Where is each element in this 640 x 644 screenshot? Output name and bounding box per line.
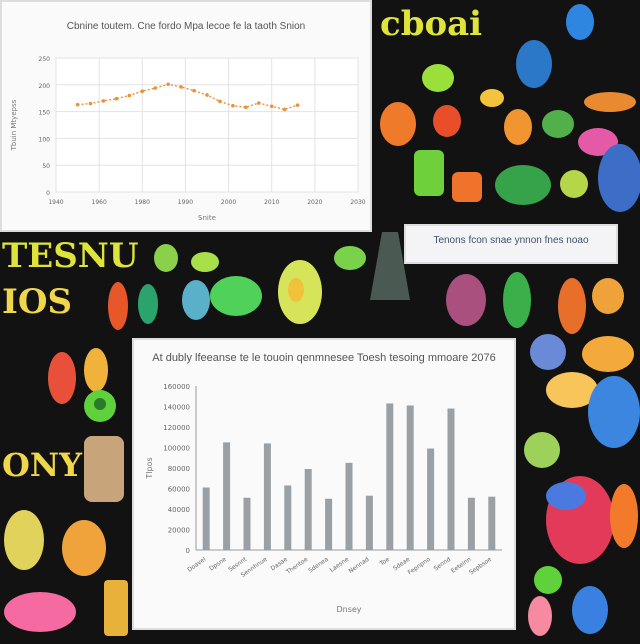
data-point [192, 88, 196, 93]
bar [243, 497, 251, 550]
bar [488, 496, 496, 550]
fruit-shape [560, 170, 588, 198]
x-tick-label: 1940 [48, 199, 63, 206]
seed-shape [504, 109, 532, 145]
caption-box: Tenons fcon snae ynnon fnes noao [404, 224, 618, 264]
y-tick-label: 80000 [168, 465, 190, 473]
x-tick-label: Nennad [347, 556, 370, 575]
series-line [77, 83, 298, 111]
bar [365, 495, 373, 550]
x-tick-label: Doavel [186, 556, 207, 574]
data-point [269, 104, 274, 109]
x-tick-label: 1960 [92, 199, 107, 206]
bar [406, 405, 414, 550]
bar [304, 469, 312, 550]
x-tick-label: Thentoe [284, 556, 309, 577]
y-tick-label: 120000 [163, 424, 190, 432]
data-point [166, 82, 170, 87]
decor-lettering: ONY [2, 446, 82, 484]
bar [263, 443, 271, 550]
data-point [179, 85, 183, 89]
bar-chart: 0 20000 40000 60000 80000 100000 120000 140000 1… [145, 383, 502, 614]
caption-text: Tenons fcon snae ynnon fnes noao [433, 235, 589, 246]
data-point [282, 107, 287, 112]
data-point [244, 105, 248, 110]
decor-lettering: TESNU [2, 236, 139, 276]
line-chart-panel: Cbnine toutem. Cne fordo Mpa lecoe fe la… [0, 0, 372, 232]
plot-area [55, 57, 359, 193]
bar-chart-title: At dubly lfeeanse te le touoin qenmnesee… [152, 352, 496, 364]
leaf-shape [542, 110, 574, 138]
bar [325, 498, 333, 550]
x-tick-label: 2010 [264, 199, 279, 206]
bar [284, 485, 292, 550]
bar [202, 487, 210, 550]
x-tick-label: 1990 [178, 199, 193, 206]
x-tick-label: Dpsne [208, 556, 228, 573]
y-tick-label: 150 [39, 110, 51, 117]
y-tick-label: 20000 [168, 527, 190, 535]
y-tick-label: 50 [42, 163, 50, 170]
y-tick-label: 140000 [163, 404, 190, 412]
data-point [256, 101, 261, 105]
leaf-shape [566, 4, 594, 40]
data-point [205, 93, 209, 97]
bar [345, 462, 353, 550]
seed-shape [433, 105, 461, 137]
leaf-shape [516, 40, 552, 88]
data-point [101, 99, 106, 103]
bar [223, 442, 231, 550]
data-point [231, 103, 235, 108]
bar [467, 497, 475, 550]
x-tick-label: 2020 [307, 199, 322, 206]
x-axis-label: Snite [198, 214, 216, 222]
y-tick-label: 100000 [163, 445, 190, 453]
data-point [114, 96, 119, 101]
petal-shape [584, 92, 636, 112]
x-tick-label: 1980 [135, 199, 150, 206]
line-chart-title: Cbnine toutem. Cne fordo Mpa lecoe fe la… [66, 21, 306, 32]
x-tick-label: Sepbsoe [468, 556, 493, 577]
x-tick-label: Laesne [329, 556, 351, 574]
bar [447, 408, 455, 550]
bar [427, 448, 435, 550]
x-tick-label: Toe [378, 556, 391, 568]
data-point [140, 89, 145, 94]
y-tick-label: 0 [46, 190, 50, 197]
x-tick-label: Sdenea [307, 556, 330, 575]
y-tick-label: 0 [186, 547, 190, 555]
x-tick-label: 2000 [221, 199, 236, 206]
line-chart: 0 50 100 150 200 250 1940 1960 1980 1990 2000 2010 2… [10, 56, 366, 222]
data-point [218, 99, 222, 104]
decor-lettering: cboai [380, 4, 483, 44]
decor-lettering: IOS [2, 282, 73, 322]
y-tick-label: 40000 [168, 506, 190, 514]
bar-chart-panel: At dubly lfeeanse te le touoin qenmnesee… [132, 338, 516, 630]
data-point [88, 101, 93, 106]
data-point [75, 102, 80, 107]
cup-shape [414, 150, 444, 196]
data-point [295, 103, 300, 107]
petal-shape [578, 128, 618, 156]
y-axis-label: Tbuin Mtyepss [10, 99, 18, 151]
fruit-shape [480, 89, 504, 107]
y-tick-label: 250 [39, 56, 51, 63]
y-tick-label: 160000 [163, 383, 190, 391]
bar [386, 403, 394, 550]
y-tick-label: 100 [39, 136, 51, 143]
x-tick-label: Fepnpno [407, 556, 432, 577]
data-point [127, 93, 132, 98]
y-tick-label: 200 [39, 83, 51, 90]
fruit-shape [422, 64, 454, 92]
y-tick-label: 60000 [168, 486, 190, 494]
data-point [153, 86, 158, 90]
creature-shape [598, 144, 640, 212]
seed-shape [380, 102, 416, 146]
x-tick-label: 2030 [350, 199, 365, 206]
x-axis-label: Dnsey [336, 605, 361, 614]
y-axis-label: Tlpos [145, 457, 154, 479]
leaf-shape [495, 165, 551, 205]
cup-shape [452, 172, 482, 202]
